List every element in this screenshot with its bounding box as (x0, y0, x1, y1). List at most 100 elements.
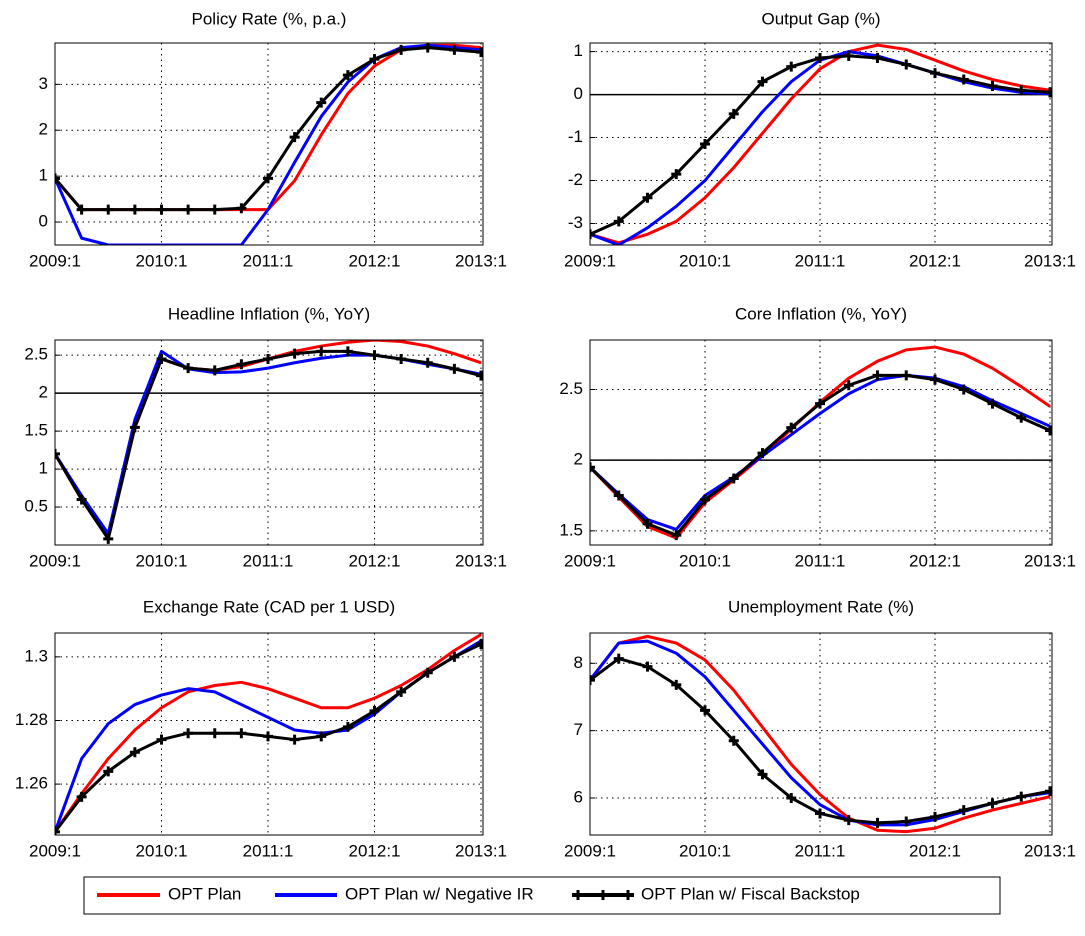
series-line (590, 345, 1051, 540)
point-marker (815, 53, 825, 64)
point-marker (930, 374, 940, 385)
point-marker (263, 173, 273, 184)
point-marker (396, 44, 407, 55)
point-marker (369, 350, 380, 361)
point-marker (786, 61, 797, 72)
y-tick-label: 1.28 (15, 710, 48, 729)
y-tick-label: 8 (574, 653, 583, 672)
y-tick-label: 1 (574, 41, 583, 60)
point-marker (728, 735, 739, 746)
point-marker (76, 204, 87, 215)
point-marker (103, 533, 114, 544)
y-tick-label: 0.5 (24, 497, 48, 516)
series-line (55, 340, 482, 539)
x-tick-label: 2012:1 (909, 841, 961, 860)
series-line (590, 43, 1051, 245)
x-tick-label: 2013:1 (455, 841, 507, 860)
point-marker (129, 204, 140, 215)
point-marker (422, 43, 433, 53)
point-marker (987, 398, 998, 409)
x-tick-label: 2009:1 (564, 251, 616, 270)
point-marker (757, 769, 768, 780)
point-marker (901, 816, 912, 827)
point-marker (369, 705, 380, 716)
point-marker (396, 353, 407, 364)
series-line (55, 633, 482, 833)
point-marker (396, 686, 407, 697)
point-marker (642, 518, 653, 529)
point-marker (613, 216, 624, 227)
x-tick-label: 2013:1 (455, 551, 507, 570)
point-marker (316, 346, 327, 357)
point-marker (1016, 85, 1027, 96)
chart-title: Exchange Rate (CAD per 1 USD) (143, 597, 395, 616)
y-tick-label: 0 (574, 84, 583, 103)
y-tick-label: 1.26 (15, 774, 48, 793)
point-marker (316, 97, 327, 108)
series-group (55, 340, 483, 544)
point-marker (236, 728, 247, 739)
point-marker (55, 173, 60, 184)
chart-title: Headline Inflation (%, YoY) (168, 304, 370, 323)
point-marker (590, 675, 595, 686)
point-marker (449, 44, 460, 55)
y-tick-label: 1 (39, 459, 48, 478)
x-tick-label: 2012:1 (349, 251, 401, 270)
point-marker (1016, 412, 1027, 423)
point-marker (987, 80, 998, 91)
point-marker (369, 54, 380, 65)
series-group (55, 633, 483, 835)
x-tick-label: 2012:1 (349, 551, 401, 570)
point-marker (183, 363, 194, 374)
point-marker (316, 731, 327, 742)
x-tick-label: 2011:1 (795, 551, 846, 570)
point-marker (76, 494, 87, 505)
y-tick-label: 2 (574, 450, 583, 469)
point-marker (289, 348, 300, 359)
chart-title: Output Gap (%) (761, 9, 880, 28)
point-marker (156, 734, 167, 745)
point-marker (156, 353, 167, 364)
point-marker (422, 667, 433, 678)
legend-label: OPT Plan w/ Fiscal Backstop (641, 884, 860, 903)
y-tick-label: 1.5 (24, 421, 48, 440)
x-tick-label: 2011:1 (243, 251, 294, 270)
point-marker (209, 365, 220, 376)
y-tick-label: -2 (568, 170, 583, 189)
point-marker (183, 728, 194, 739)
point-marker (843, 815, 854, 826)
y-tick-label: 3 (39, 74, 48, 93)
point-marker (449, 651, 460, 662)
point-marker (236, 359, 247, 370)
point-marker (757, 76, 768, 87)
point-marker (590, 462, 595, 473)
point-marker (958, 74, 969, 85)
point-marker (183, 204, 194, 215)
point-marker (236, 203, 247, 214)
point-marker (1045, 786, 1052, 797)
point-marker (757, 448, 768, 459)
point-marker (263, 731, 273, 742)
plot-frame (589, 42, 1053, 246)
point-marker (901, 370, 912, 381)
point-marker (671, 679, 682, 690)
plot-frame (54, 632, 484, 836)
y-tick-label: 7 (574, 720, 583, 739)
x-tick-label: 2011:1 (243, 841, 294, 860)
point-marker (342, 346, 353, 357)
point-marker (476, 639, 483, 650)
point-marker (103, 766, 114, 777)
x-tick-label: 2010:1 (136, 841, 188, 860)
series-line (590, 373, 1051, 531)
point-marker (342, 721, 353, 732)
point-marker (786, 792, 797, 803)
y-tick-label: 6 (574, 787, 583, 806)
x-tick-label: 2013:1 (1024, 551, 1076, 570)
chart-title: Unemployment Rate (%) (728, 597, 914, 616)
legend-marker (598, 890, 608, 900)
point-marker (843, 50, 854, 61)
y-tick-label: 0 (39, 212, 48, 231)
series-group (590, 43, 1052, 245)
point-marker (263, 353, 273, 364)
